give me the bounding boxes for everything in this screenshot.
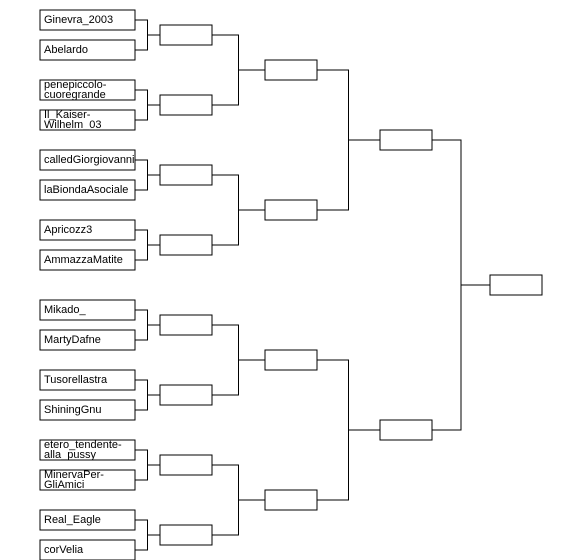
connector [317,70,380,140]
round1-slot4 [160,315,212,335]
tournament-bracket: Ginevra_2003 Abelardo penepiccolo-cuoregra… [0,0,568,560]
connector [212,325,265,360]
player-label-1: Abelardo [44,44,88,56]
player-label-15: corVelia [44,544,84,556]
connector [135,520,160,535]
round2-slot1 [265,200,317,220]
round4-slot0 [490,275,542,295]
connector [135,535,160,550]
connector [135,175,160,190]
round1-slot6 [160,455,212,475]
connector [212,210,265,245]
connector [135,465,160,480]
player-label-14: Real_Eagle [44,514,101,526]
connector [212,360,265,395]
connector [317,360,380,430]
connector [317,430,380,500]
player-label-8: Mikado_ [44,304,86,316]
connector [135,35,160,50]
round2-slot3 [265,490,317,510]
round2-slot0 [265,60,317,80]
connector [432,285,490,430]
connector [135,160,160,175]
connector [135,395,160,410]
connector [135,310,160,325]
round1-slot2 [160,165,212,185]
round2-slot2 [265,350,317,370]
player-label-9: MartyDafne [44,334,101,346]
player-label-0: Ginevra_2003 [44,14,113,26]
round1-slot7 [160,525,212,545]
connector [135,20,160,35]
round1-slot1 [160,95,212,115]
connector [212,70,265,105]
player-label-11: ShiningGnu [44,404,102,416]
connector [135,380,160,395]
connector [317,140,380,210]
round3-slot0 [380,130,432,150]
connector [135,450,160,465]
connector [212,500,265,535]
connector [135,230,160,245]
player-label-10: Tusorellastra [44,374,108,386]
round1-slot0 [160,25,212,45]
player-label-6: Apricozz3 [44,224,92,236]
connector [212,465,265,500]
connector [135,90,160,105]
connector [135,325,160,340]
round1-slot3 [160,235,212,255]
round3-slot1 [380,420,432,440]
player-label-2: penepiccolo-cuoregrande [44,79,107,101]
player-label-5: laBiondaAsociale [44,184,128,196]
player-label-7: AmmazzaMatite [44,254,123,266]
connector [135,105,160,120]
connector [135,245,160,260]
player-label-4: calledGiorgiovanni [44,154,135,166]
round1-slot5 [160,385,212,405]
connector [212,35,265,70]
connector [432,140,490,285]
connector [212,175,265,210]
